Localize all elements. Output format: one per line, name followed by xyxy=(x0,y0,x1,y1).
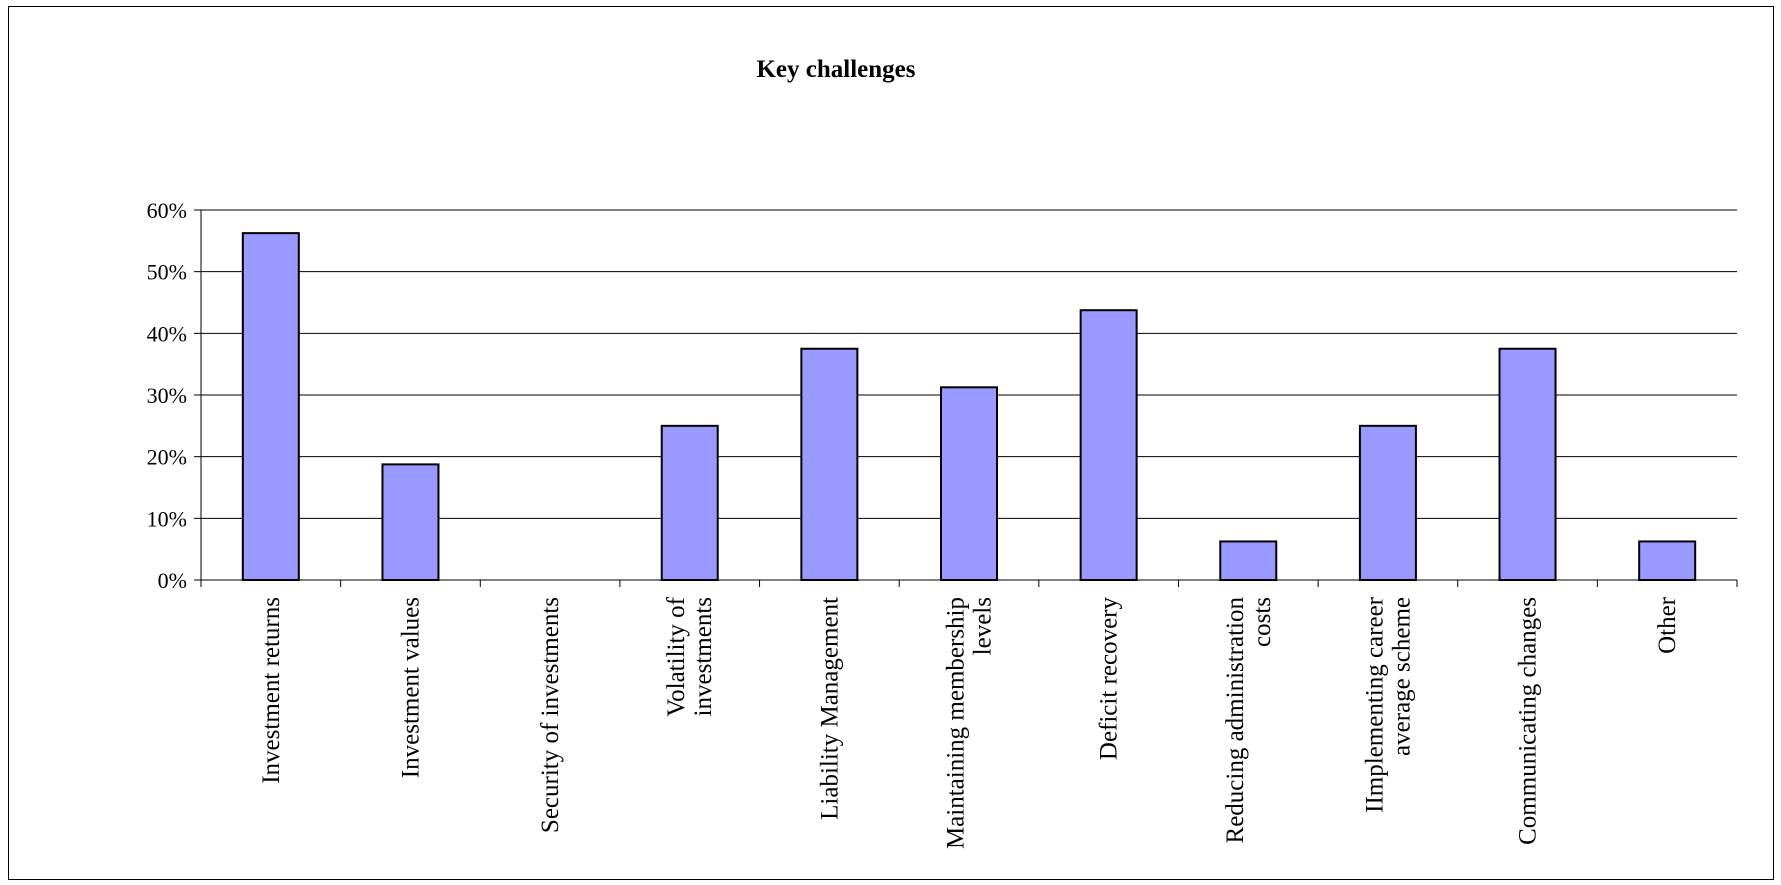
x-category-label-line: Investment values xyxy=(397,597,424,778)
x-category-label: Volatility ofinvestments xyxy=(663,596,717,716)
x-category-label: Security of investments xyxy=(537,597,564,833)
x-category-label-line: levels xyxy=(970,597,997,655)
bar xyxy=(1079,309,1138,581)
y-tick-label: 50% xyxy=(147,260,187,285)
x-category-label-line: Liability Management xyxy=(816,597,843,820)
x-category-label-line: Volatility of xyxy=(663,596,690,716)
x-category-label-line: Investment returns xyxy=(258,597,285,784)
y-tick-label: 10% xyxy=(147,506,187,531)
y-tick-label: 20% xyxy=(147,445,187,470)
bar xyxy=(940,386,998,581)
chart-title: Key challenges xyxy=(756,56,915,83)
x-category-label-line: Security of investments xyxy=(537,597,564,833)
x-category-label: Other xyxy=(1654,596,1681,654)
x-category-label: IImplementing careeraverage scheme xyxy=(1361,596,1415,813)
y-tick-label: 60% xyxy=(147,198,187,223)
bar xyxy=(241,232,300,581)
x-category-label-line: Communicating changes xyxy=(1515,597,1542,845)
x-category-label: Communicating changes xyxy=(1515,597,1542,845)
bar xyxy=(800,347,859,581)
x-category-label: Reducing administrationcosts xyxy=(1222,597,1276,844)
x-category-label: Investment values xyxy=(397,597,424,778)
axes xyxy=(194,209,1738,587)
x-category-label: Liability Management xyxy=(816,597,843,820)
bar xyxy=(1219,540,1278,581)
y-tick-label: 0% xyxy=(158,568,187,593)
y-axis-ticks: 0% 10% 20% 30% 40% 50% 60% xyxy=(147,198,187,593)
bar xyxy=(1638,540,1697,581)
bar xyxy=(1498,347,1557,581)
bars xyxy=(241,232,1697,582)
x-category-label-line: average scheme xyxy=(1388,597,1415,756)
bar xyxy=(1358,424,1417,582)
chart-frame: Key challenges 0% 10% 20% 30% 40% 50% 60% Inve… xyxy=(8,6,1774,880)
x-category-label-line: Deficit recovery xyxy=(1096,597,1123,761)
x-category-label-line: IImplementing career xyxy=(1361,596,1388,813)
x-category-label-line: Maintaining membership xyxy=(943,597,970,849)
x-category-label-line: costs xyxy=(1249,597,1276,647)
y-tick-label: 40% xyxy=(147,321,187,346)
y-tick-label: 30% xyxy=(147,383,187,408)
x-category-label-line: investments xyxy=(690,597,717,716)
x-category-label-line: Other xyxy=(1654,596,1681,654)
x-category-label: Maintaining membershiplevels xyxy=(943,597,997,849)
bar xyxy=(381,463,440,581)
bar xyxy=(660,424,719,582)
bar-chart: Key challenges 0% 10% 20% 30% 40% 50% 60% Inve… xyxy=(147,56,1738,849)
x-category-label-line: Reducing administration xyxy=(1222,597,1249,844)
x-axis-labels: Investment returns Investment values Secur… xyxy=(258,596,1681,849)
x-category-label: Investment returns xyxy=(258,597,285,784)
x-category-label: Deficit recovery xyxy=(1096,597,1123,761)
